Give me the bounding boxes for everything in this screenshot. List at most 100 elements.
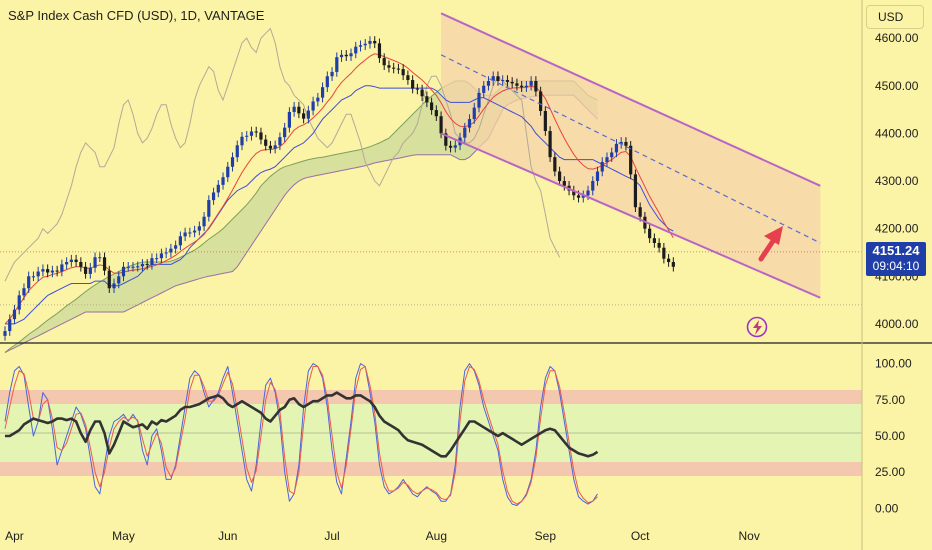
channel-mid-line bbox=[440, 54, 821, 244]
candle-body bbox=[31, 276, 36, 278]
last-price-tag: 4151.24 09:04:10 bbox=[866, 242, 926, 276]
time-tick-label: Sep bbox=[535, 529, 557, 543]
candle-body bbox=[401, 69, 405, 76]
candle-body bbox=[415, 88, 419, 90]
time-axis-ticks: Apr May Jun Jul Aug Sep Oct Nov bbox=[5, 529, 760, 543]
candle-body bbox=[74, 259, 78, 263]
candle-body bbox=[520, 85, 524, 88]
candle-body bbox=[283, 127, 287, 138]
candle-body bbox=[657, 242, 661, 248]
oscillator-tick-label: 0.00 bbox=[875, 501, 899, 515]
candle-body bbox=[510, 81, 514, 84]
indicator-lines bbox=[0, 27, 862, 325]
candle-body bbox=[46, 269, 50, 273]
candle-body bbox=[671, 262, 675, 267]
candle-body bbox=[311, 101, 315, 111]
candle-body bbox=[102, 257, 107, 271]
candle-body bbox=[174, 245, 178, 249]
candle-body bbox=[349, 53, 353, 57]
candle-body bbox=[396, 68, 401, 70]
time-tick-label: Oct bbox=[631, 529, 650, 543]
lightning-icon[interactable] bbox=[746, 316, 768, 338]
candle-body bbox=[249, 131, 254, 136]
candle-body bbox=[273, 145, 277, 149]
candle-body bbox=[268, 145, 273, 149]
candle-body bbox=[610, 152, 614, 158]
candle-body bbox=[420, 89, 424, 97]
candle-body bbox=[505, 80, 510, 82]
candle-body bbox=[600, 161, 604, 172]
stoch_k-line bbox=[4, 363, 598, 506]
candle-body bbox=[496, 76, 500, 81]
candle-body bbox=[548, 131, 552, 158]
candle-body bbox=[60, 264, 64, 272]
candle-body bbox=[354, 46, 358, 54]
candle-body bbox=[373, 40, 377, 44]
candle-body bbox=[667, 258, 671, 263]
cloud-area bbox=[5, 81, 598, 353]
candle-body bbox=[235, 145, 239, 158]
candle-body bbox=[491, 76, 495, 81]
candle-body bbox=[320, 87, 325, 98]
candle-body bbox=[131, 266, 135, 268]
candle-body bbox=[358, 45, 363, 47]
candle-body bbox=[140, 263, 145, 267]
candle-body bbox=[155, 258, 159, 260]
price-tick-label: 4600.00 bbox=[875, 31, 919, 45]
candle-body bbox=[306, 110, 310, 119]
candle-body bbox=[211, 192, 216, 201]
candle-body bbox=[145, 263, 149, 265]
candle-body bbox=[150, 258, 154, 265]
candle-body bbox=[112, 283, 116, 289]
candle-body bbox=[207, 200, 211, 217]
candle-body bbox=[562, 181, 566, 186]
candle-body bbox=[534, 80, 538, 92]
price-tick-label: 4400.00 bbox=[875, 126, 919, 140]
candle-body bbox=[392, 67, 396, 69]
candle-body bbox=[633, 174, 638, 208]
candle-body bbox=[278, 137, 282, 146]
ema-line bbox=[4, 53, 674, 325]
candle-body bbox=[467, 119, 472, 128]
candle-body bbox=[297, 106, 301, 114]
candle-body bbox=[197, 226, 201, 231]
price-tick-label: 4000.00 bbox=[875, 317, 919, 331]
oversold-band bbox=[0, 462, 862, 476]
candle-body bbox=[368, 40, 372, 44]
candle-body bbox=[65, 262, 69, 265]
candle-body bbox=[648, 228, 652, 239]
candle-body bbox=[472, 107, 476, 120]
chikou-line bbox=[4, 27, 561, 282]
candle-body bbox=[83, 266, 88, 274]
candle-body bbox=[178, 236, 182, 246]
candle-body bbox=[586, 190, 590, 196]
currency-button[interactable]: USD bbox=[866, 5, 924, 29]
candle-body bbox=[591, 181, 595, 191]
candle-body bbox=[539, 91, 543, 111]
candle-body bbox=[363, 43, 367, 46]
candle-body bbox=[448, 145, 453, 148]
candle-body bbox=[439, 116, 443, 134]
candle-body bbox=[387, 65, 391, 68]
candle-body bbox=[230, 157, 235, 167]
candle-body bbox=[316, 97, 320, 102]
candle-body bbox=[188, 232, 192, 234]
candle-body bbox=[41, 269, 45, 272]
candle-body bbox=[515, 83, 519, 86]
candle-body bbox=[662, 247, 666, 259]
candle-body bbox=[8, 319, 12, 332]
candle-body bbox=[624, 141, 628, 146]
candle-body bbox=[126, 266, 130, 268]
time-tick-label: Apr bbox=[5, 529, 24, 543]
candle-body bbox=[69, 259, 73, 263]
candle-body bbox=[557, 171, 562, 182]
candle-body bbox=[382, 58, 386, 66]
channel-upper-line bbox=[440, 12, 821, 187]
stoch_d-line bbox=[4, 366, 598, 505]
oscillator-tick-label: 50.00 bbox=[875, 429, 905, 443]
candle-body bbox=[576, 195, 581, 198]
candle-body bbox=[79, 262, 83, 267]
oscillator-axis-ticks: 0.00 25.00 50.00 75.00 100.00 bbox=[875, 357, 912, 516]
candle-body bbox=[411, 80, 415, 89]
